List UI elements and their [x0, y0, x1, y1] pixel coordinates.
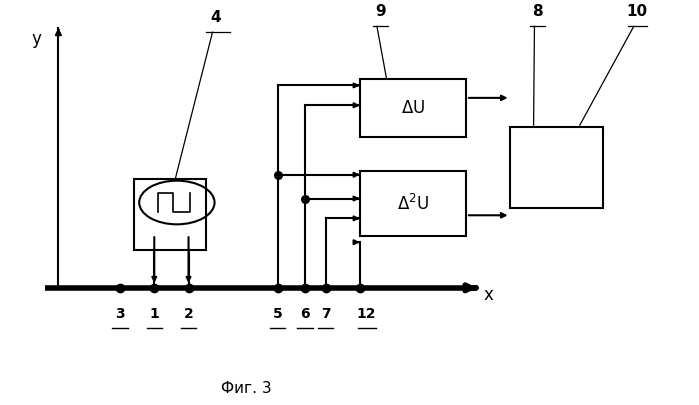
- Text: 12: 12: [357, 307, 376, 321]
- Text: Фиг. 3: Фиг. 3: [222, 381, 272, 396]
- Text: 4: 4: [210, 10, 222, 25]
- Bar: [360, 79, 466, 137]
- Text: 5: 5: [273, 307, 282, 321]
- Text: $\Delta$U: $\Delta$U: [401, 99, 425, 117]
- Text: 9: 9: [375, 4, 386, 19]
- Text: 3: 3: [115, 307, 125, 321]
- Bar: [134, 179, 206, 250]
- Text: $\Delta^2$U: $\Delta^2$U: [397, 194, 429, 213]
- Bar: [510, 127, 603, 209]
- Text: 10: 10: [626, 4, 648, 19]
- Text: 7: 7: [321, 307, 331, 321]
- Text: 2: 2: [184, 307, 194, 321]
- Text: 6: 6: [300, 307, 310, 321]
- Text: y: y: [31, 30, 41, 48]
- Text: x: x: [483, 286, 493, 304]
- Text: 1: 1: [150, 307, 159, 321]
- Bar: [360, 171, 466, 236]
- Text: 8: 8: [533, 4, 543, 19]
